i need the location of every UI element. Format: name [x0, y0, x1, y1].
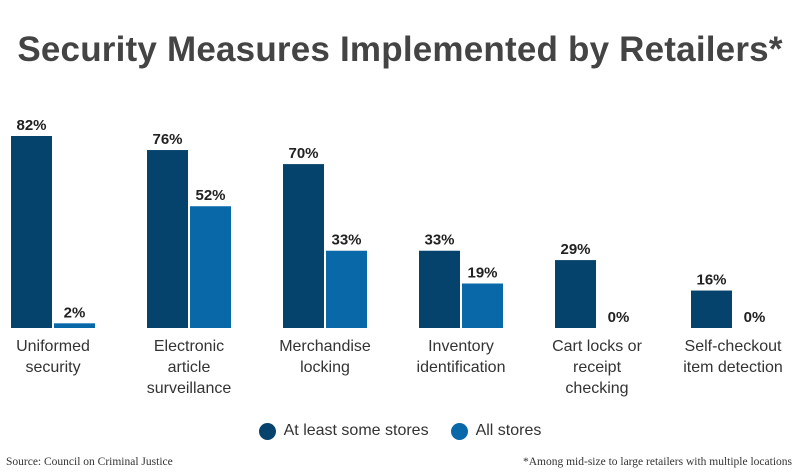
category-label-1-line-2: surveillance: [147, 380, 232, 397]
data-label-some-stores-4: 29%: [560, 241, 590, 258]
legend-label-series-1: At least some stores: [283, 422, 429, 439]
legend: At least some stores All stores: [0, 422, 800, 440]
data-label-some-stores-0: 82%: [16, 117, 46, 134]
category-label-5-line-1: item detection: [683, 359, 783, 376]
data-label-all-stores-2: 33%: [331, 232, 361, 249]
data-label-all-stores-0: 2%: [64, 304, 86, 321]
category-label-3-line-1: identification: [417, 359, 506, 376]
bar-all-stores-0: [54, 323, 95, 328]
data-label-all-stores-4: 0%: [608, 309, 630, 326]
data-label-all-stores-1: 52%: [195, 187, 225, 204]
data-label-all-stores-5: 0%: [744, 309, 766, 326]
bar-some-stores-4: [555, 260, 596, 328]
category-label-0-line-1: security: [25, 359, 80, 376]
category-label-1-line-0: Electronic: [154, 338, 224, 355]
category-label-4-line-1: receipt: [573, 359, 622, 376]
bar-some-stores-1: [147, 150, 188, 328]
category-label-4-line-0: Cart locks or: [552, 338, 642, 355]
bar-all-stores-2: [326, 250, 367, 328]
legend-item-series-2: All stores: [450, 422, 542, 440]
legend-label-series-2: All stores: [475, 422, 542, 439]
category-label-1-line-1: article: [168, 359, 211, 376]
bar-some-stores-3: [419, 250, 460, 328]
data-label-some-stores-2: 70%: [288, 145, 318, 162]
legend-item-series-1: At least some stores: [258, 422, 429, 440]
bar-some-stores-5: [691, 290, 732, 328]
bar-all-stores-1: [190, 206, 231, 328]
data-label-all-stores-3: 19%: [467, 265, 497, 282]
data-label-some-stores-3: 33%: [424, 232, 454, 249]
chart-title: Security Measures Implemented by Retaile…: [17, 30, 783, 69]
legend-swatch-series-1: [258, 422, 276, 440]
category-label-4-line-2: checking: [565, 380, 628, 397]
footnote: *Among mid-size to large retailers with …: [522, 456, 792, 468]
category-label-2-line-1: locking: [300, 359, 350, 376]
legend-swatch-series-2: [450, 422, 468, 440]
data-label-some-stores-1: 76%: [152, 131, 182, 148]
bar-all-stores-3: [462, 283, 503, 328]
bar-some-stores-2: [283, 164, 324, 328]
category-label-2-line-0: Merchandise: [279, 338, 371, 355]
category-label-5-line-0: Self-checkout: [685, 338, 782, 355]
source-note: Source: Council on Criminal Justice: [6, 456, 173, 468]
bar-some-stores-0: [11, 136, 52, 328]
category-label-0-line-0: Uniformed: [16, 338, 90, 355]
data-label-some-stores-5: 16%: [696, 272, 726, 289]
category-label-3-line-0: Inventory: [428, 338, 494, 355]
